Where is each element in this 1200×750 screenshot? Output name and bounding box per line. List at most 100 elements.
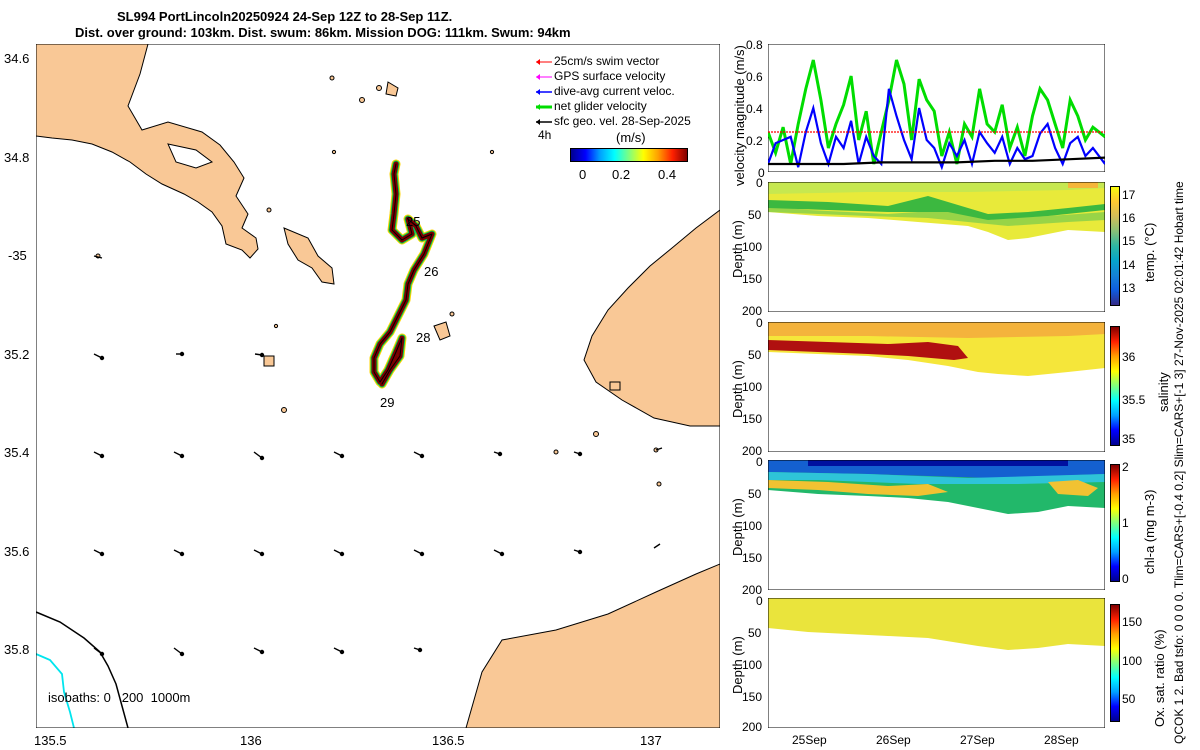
ox-ytick-0: 0: [756, 594, 763, 608]
colorbar-tick-0.4: 0.4: [658, 167, 677, 182]
ox-colorbar: [1110, 604, 1120, 722]
map-lon-tick-1: 136: [240, 733, 262, 748]
speed-colorbar: [570, 148, 688, 162]
temp-surface-warm: [1068, 182, 1098, 188]
temp-cbar-16: 16: [1122, 211, 1136, 225]
legend-label: GPS surface velocity: [554, 69, 666, 83]
chl-ytick-200: 200: [742, 583, 763, 597]
temp-ytick-50: 50: [748, 208, 762, 222]
day-label-29: 29: [380, 395, 395, 410]
sal-cbar-35.5: 35.5: [1122, 393, 1146, 407]
isobath-200m: [36, 611, 129, 728]
series-net-velocity: [768, 59, 1105, 165]
map-panel: 25 26 28 29 isobaths: 0 200 1000m 25cm/s…: [36, 44, 720, 728]
chl-max-band: [768, 480, 948, 496]
chl-cbar-1: 1: [1122, 516, 1129, 530]
colorbar-tick-0.2: 0.2: [612, 167, 631, 182]
temp-section: [768, 182, 1105, 312]
temp-green-band: [768, 196, 1105, 220]
temp-ytick-200: 200: [742, 304, 763, 318]
temp-ytick-0: 0: [756, 176, 763, 190]
legend-label: dive-avg current veloc.: [554, 84, 675, 98]
ox-ytick-150: 150: [742, 690, 763, 704]
chl-ytick-150: 150: [742, 551, 763, 565]
map-lat-tick-1: 34.8: [4, 150, 30, 165]
colorbar-tick-0: 0: [579, 167, 587, 182]
ox-cbar-label: Ox. sat. ratio (%): [1152, 629, 1167, 727]
map-lon-tick-2: 136.5: [432, 733, 465, 748]
legend-item: sfc geo. vel. 28-Sep-2025: [532, 114, 691, 129]
figure-title-line-1: SL994 PortLincoln20250924 24-Sep 12Z to …: [117, 9, 453, 24]
day-label-26: 26: [424, 264, 439, 279]
sal-ytick-200: 200: [742, 444, 763, 458]
day-label-28: 28: [416, 330, 431, 345]
salinity-deep-red: [768, 340, 968, 360]
salinity-upper-orange: [768, 322, 1105, 338]
velocity-ylabel: velocity magnitude (m/s): [732, 45, 747, 186]
island-a: [283, 227, 335, 285]
island-b: [385, 81, 399, 97]
salinity-cbar-label: salinity: [1156, 372, 1171, 412]
chl-cbar-2: 2: [1122, 460, 1129, 474]
ox-cbar-50: 50: [1122, 692, 1136, 706]
island-d: [263, 355, 275, 367]
map-legend: 25cm/s swim vector GPS surface velocity di…: [532, 54, 722, 144]
salinity-section: [768, 322, 1105, 452]
temp-thermocline: [768, 204, 1105, 226]
salinity-colorbar: [1110, 326, 1120, 446]
series-sfc-geo: [768, 156, 1105, 166]
ox-body: [768, 598, 1105, 650]
ox-ytick-200: 200: [742, 720, 763, 734]
time-tick-28Sep: 28Sep: [1044, 733, 1079, 747]
yorke-peninsula-land: [583, 209, 720, 427]
legend-swatch: [536, 118, 552, 125]
vel-ytick-0: 0: [758, 166, 765, 180]
legend-item: GPS surface velocity: [532, 69, 665, 84]
isobath-1000m: [36, 653, 75, 728]
vel-ytick-0.2: 0.2: [746, 134, 763, 148]
qc-side-note: QCOK 1 2. Bad tsfo: 0 0 0 0. Tlim=CARS+[…: [1172, 181, 1186, 744]
temp-cbar-17: 17: [1122, 188, 1136, 202]
chl-max-band-2: [1048, 480, 1098, 496]
velocity-chart: [768, 44, 1105, 172]
colorbar-title: (m/s): [616, 130, 646, 145]
map-lat-tick-5: 35.6: [4, 544, 30, 559]
sal-cbar-35: 35: [1122, 432, 1136, 446]
chl-ytick-0: 0: [756, 455, 763, 469]
legend-item: net glider velocity: [532, 99, 647, 114]
map-svg: [36, 44, 720, 728]
ox-cbar-100: 100: [1122, 654, 1143, 668]
legend-label: net glider velocity: [554, 99, 647, 113]
temp-cbar-13: 13: [1122, 281, 1136, 295]
chl-ytick-50: 50: [748, 487, 762, 501]
sal-cbar-36: 36: [1122, 350, 1136, 364]
time-tick-27Sep: 27Sep: [960, 733, 995, 747]
sal-ytick-150: 150: [742, 412, 763, 426]
current-vectors: [93, 255, 663, 657]
legend-swatch: [536, 73, 552, 80]
map-lon-tick-0: 135.5: [34, 733, 67, 748]
legend-swatch: [536, 58, 552, 65]
legend-item: 25cm/s swim vector: [532, 54, 659, 69]
scale-label-4h: 4h: [538, 128, 552, 142]
ox-ytick-100: 100: [742, 658, 763, 672]
island-c: [433, 321, 451, 341]
isobath-legend-text: isobaths: 0 200 1000m: [48, 690, 191, 705]
chl-surface-dark: [808, 460, 1068, 466]
sal-ytick-100: 100: [742, 380, 763, 394]
map-lat-tick-3: 35.2: [4, 347, 30, 362]
eyre-peninsula-land: [36, 44, 259, 259]
map-lat-tick-2: -35: [8, 248, 27, 263]
legend-swatch: [536, 103, 552, 110]
legend-label: 25cm/s swim vector: [554, 54, 660, 68]
figure-title-line-2: Dist. over ground: 103km. Dist. swum: 86…: [75, 25, 571, 40]
time-tick-25Sep: 25Sep: [792, 733, 827, 747]
temp-surface-layer: [768, 182, 1105, 194]
map-lat-tick-0: 34.6: [4, 51, 30, 66]
ox-ytick-50: 50: [748, 626, 762, 640]
chl-cbar-0: 0: [1122, 572, 1129, 586]
temp-cbar-15: 15: [1122, 234, 1136, 248]
sal-ytick-50: 50: [748, 348, 762, 362]
ox-cbar-150: 150: [1122, 615, 1143, 629]
vel-ytick-0.8: 0.8: [746, 38, 763, 52]
